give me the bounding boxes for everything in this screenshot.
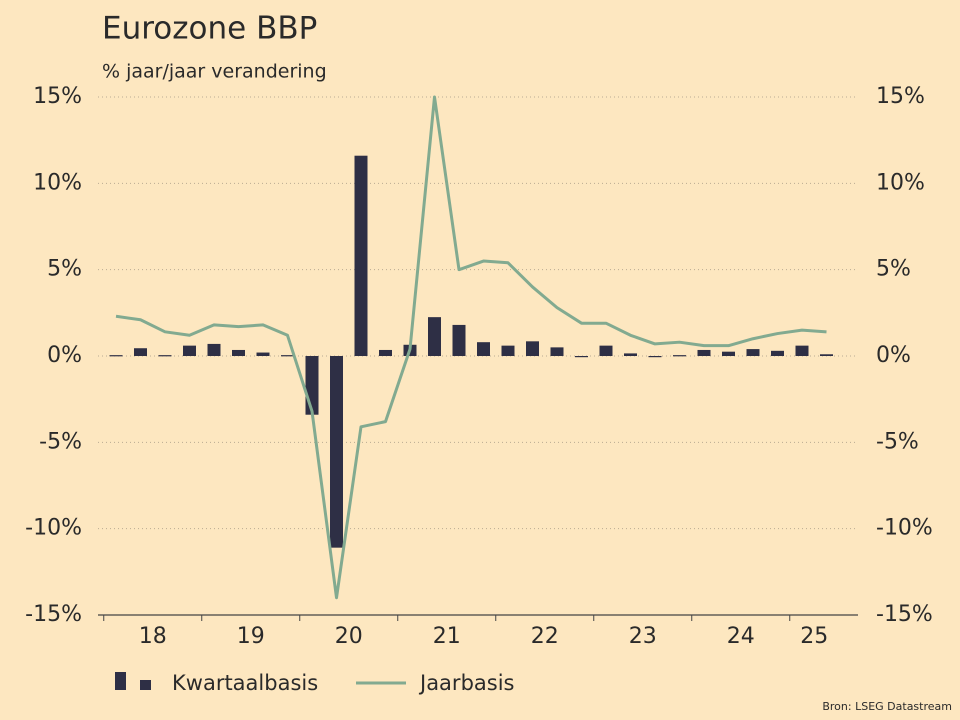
x-tick-label: 19 [237,624,265,649]
y-tick-label: 15% [33,84,82,109]
y-tick-label: -15% [25,602,82,627]
y-tick-label: 5% [47,257,82,282]
bar [305,356,319,415]
y2-tick-label: -5% [876,429,919,454]
bar [477,342,490,356]
x-tick-label: 25 [800,624,828,649]
bar [795,345,809,356]
bar [746,349,760,356]
bar [428,317,441,356]
chart-title: Eurozone BBP [102,11,317,47]
legend-swatch [140,680,151,690]
bar [281,355,294,357]
x-tick-label: 22 [531,624,559,649]
y2-tick-label: -15% [876,602,933,627]
y2-tick-label: 15% [876,84,925,109]
bar [771,350,784,356]
legend-label: Kwartaalbasis [172,671,318,695]
bar [648,356,662,358]
legend-swatch [115,672,126,690]
y-tick-label: 0% [47,343,82,368]
y2-tick-label: 10% [876,170,925,195]
bar [158,355,172,357]
y2-tick-label: 0% [876,343,911,368]
x-tick-label: 18 [139,624,167,649]
bar [256,352,270,356]
bar [673,355,686,357]
bar [134,348,147,356]
line [115,95,827,600]
y-tick-label: -5% [39,429,82,454]
bar [526,341,539,356]
bar [599,345,613,356]
bar [501,345,515,356]
legend-label: Jaarbasis [418,671,514,695]
bar [575,356,588,358]
x-tick-label: 24 [727,624,755,649]
bar [330,356,343,548]
bar [207,343,221,356]
bar [697,349,711,356]
bar [354,155,368,356]
y-tick-label: -10% [25,516,82,541]
chart-subtitle: % jaar/jaar verandering [102,61,327,83]
bar [722,351,735,356]
bar [550,347,564,356]
bar [624,353,637,356]
x-tick-label: 21 [433,624,461,649]
y-tick-label: 10% [33,170,82,195]
y2-tick-label: -10% [876,516,933,541]
bar [183,345,196,356]
y2-tick-label: 5% [876,257,911,282]
bar [820,354,833,356]
source: Bron: LSEG Datastream [822,700,952,713]
x-tick-label: 20 [335,624,363,649]
bar [379,349,392,356]
bar [232,349,245,356]
bar [109,355,123,357]
bar [452,324,466,356]
x-tick-label: 23 [629,624,657,649]
